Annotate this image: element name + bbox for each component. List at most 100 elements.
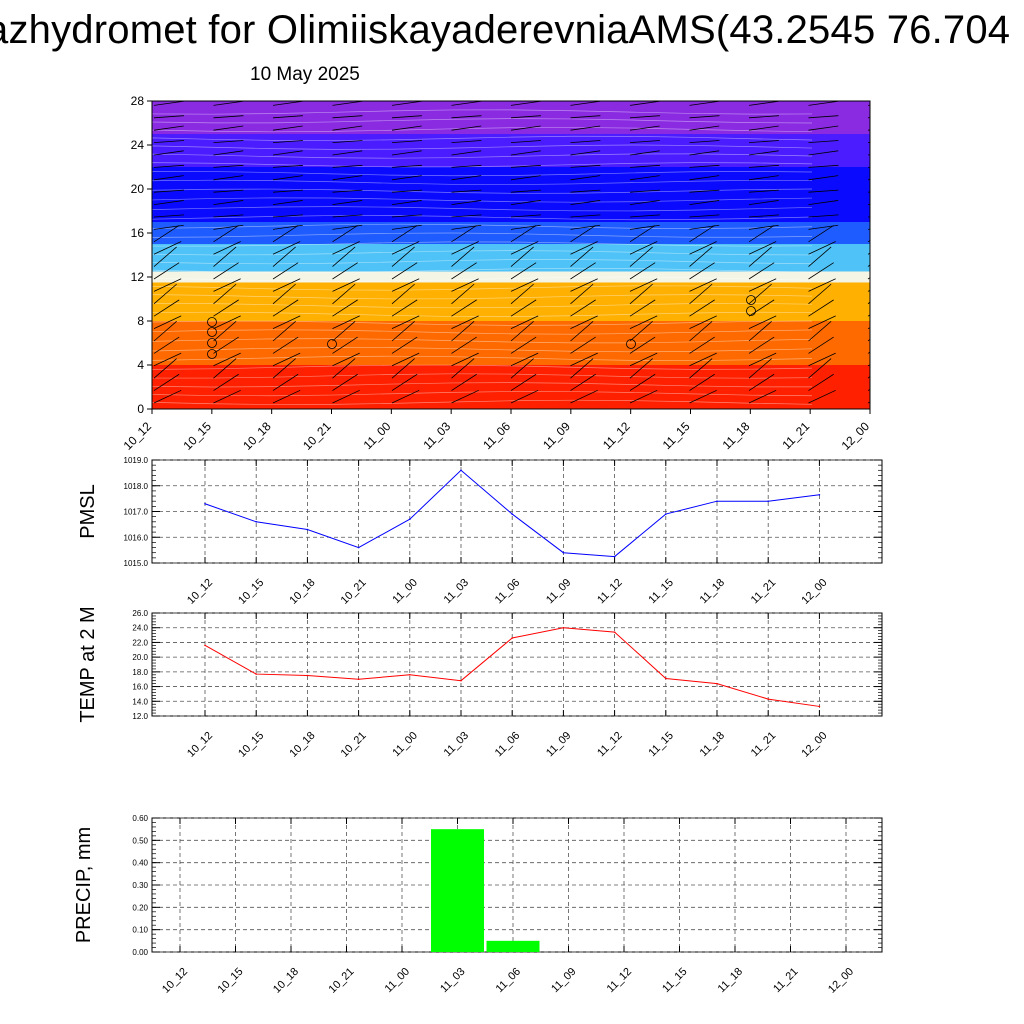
wind-barb <box>867 252 870 255</box>
wind-barb <box>213 352 241 367</box>
wind-barb <box>510 321 534 342</box>
contour-line <box>152 118 813 124</box>
wind-barb <box>451 246 475 267</box>
data-point <box>818 705 821 708</box>
wind-barb <box>689 164 720 168</box>
wind-barb <box>867 117 870 119</box>
wind-barb <box>272 389 301 404</box>
wind-barb <box>689 101 720 106</box>
wind-barb <box>332 214 363 218</box>
data-point <box>613 631 616 633</box>
wind-barb <box>213 189 244 193</box>
wind-barb <box>867 104 870 106</box>
calm-wind-marker <box>626 339 636 349</box>
wind-barb <box>510 164 541 168</box>
x-tick-label: 11_12 <box>595 730 625 760</box>
wind-barb <box>391 299 418 317</box>
wind-barb <box>272 225 299 243</box>
calm-wind-marker <box>746 295 756 305</box>
data-point <box>613 555 616 558</box>
wind-barb <box>332 175 363 181</box>
x-tick-label: 11_03 <box>442 730 472 760</box>
contour-line <box>152 179 813 185</box>
x-tick-label: 12_00 <box>839 419 873 453</box>
heatmap-panel: 0 4 8 12 16 20 24 28 10_12 10_15 10_18 10_21 11_00 11… <box>121 94 873 453</box>
wind-barb <box>332 200 363 205</box>
wind-barb <box>748 225 775 243</box>
wind-barb <box>808 278 836 292</box>
contour-line <box>152 303 813 309</box>
x-tick-label: 11_09 <box>540 419 573 452</box>
wind-barb <box>867 375 870 379</box>
y-tick-label: 16.0 <box>132 683 148 692</box>
data-point <box>511 637 513 639</box>
x-tick-label: 11_06 <box>493 577 523 607</box>
wind-barb <box>689 283 713 305</box>
wind-barb <box>808 101 839 106</box>
series-line <box>204 627 820 707</box>
wind-barb <box>570 352 598 367</box>
x-tick-label: 10_15 <box>216 966 246 996</box>
wind-barb <box>332 246 356 267</box>
wind-barb <box>451 175 482 181</box>
wind-barb <box>570 246 594 267</box>
wind-barb <box>689 358 713 379</box>
data-point <box>306 674 309 677</box>
wind-barb <box>510 115 541 119</box>
wind-barb <box>510 189 541 193</box>
wind-barb <box>332 150 363 156</box>
wind-barb <box>272 125 303 131</box>
wind-barb <box>748 352 777 367</box>
wind-barb <box>510 283 534 305</box>
wind-barb <box>391 224 422 230</box>
wind-barb <box>570 321 594 342</box>
wind-barb <box>629 115 660 119</box>
contour-line <box>152 144 813 150</box>
wind-barb <box>867 191 870 193</box>
contour-line <box>152 294 813 300</box>
data-point <box>460 469 462 472</box>
contour-line <box>152 373 813 379</box>
x-tick-label: 10_12 <box>185 730 215 760</box>
wind-barb <box>570 336 596 354</box>
wind-barb <box>272 175 303 181</box>
calm-wind-marker <box>207 338 217 348</box>
wind-barb <box>332 262 358 280</box>
wind-barb <box>629 241 658 255</box>
y-tick-label: 0.40 <box>132 859 148 868</box>
wind-barb <box>510 101 541 106</box>
wind-barb <box>748 200 779 205</box>
wind-barb <box>867 228 870 230</box>
wind-barb <box>510 352 539 367</box>
wind-barb <box>748 189 779 193</box>
wind-barb <box>272 315 301 329</box>
wind-barb <box>391 115 422 119</box>
calm-wind-marker <box>327 339 337 349</box>
x-tick-label: 10_12 <box>121 419 155 453</box>
wind-barb <box>748 278 777 292</box>
x-tick-label: 11_15 <box>646 577 676 607</box>
wind-barb <box>570 262 596 280</box>
wind-barb <box>391 150 422 156</box>
y-tick-label: 0.20 <box>132 903 148 912</box>
x-tick-label: 11_15 <box>660 419 693 452</box>
wind-barb <box>153 101 184 106</box>
data-point <box>255 521 257 523</box>
x-tick-label: 11_09 <box>544 730 574 760</box>
wind-barb <box>272 115 303 119</box>
x-tick-label: 11_21 <box>779 419 812 452</box>
x-tick-label: 10_15 <box>236 577 266 607</box>
y-tick-label: 0.10 <box>132 926 148 935</box>
wind-barb <box>748 246 772 267</box>
contour-line <box>152 320 813 326</box>
wind-barb <box>213 358 237 379</box>
wind-barb <box>153 150 184 156</box>
x-tick-label: 11_18 <box>698 577 728 607</box>
wind-barb <box>272 241 301 255</box>
wind-barb <box>748 115 779 119</box>
wind-barb <box>867 301 870 305</box>
x-tick-label: 11_09 <box>549 966 579 996</box>
wind-barb <box>748 101 779 106</box>
wind-barb <box>153 389 182 404</box>
